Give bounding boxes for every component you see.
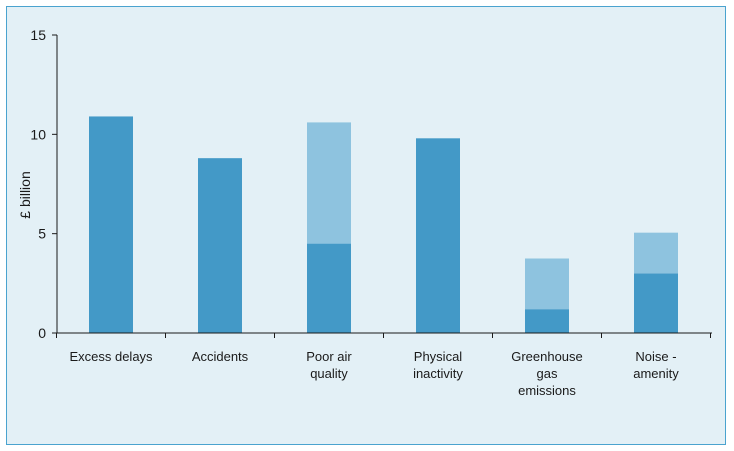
y-axis-title: £ billion xyxy=(17,171,33,218)
bar-1-segment-1 xyxy=(89,116,133,333)
x-category-label: Excess delays xyxy=(69,349,153,364)
x-category-label: Physical inactivity xyxy=(413,349,463,381)
x-category-label: Noise -amenity xyxy=(633,349,679,381)
x-category-label: Greenhouse gas emissions xyxy=(511,349,583,398)
x-category-label: Accidents xyxy=(192,349,249,364)
bar-6-segment-2 xyxy=(634,232,678,274)
y-tick-label: 5 xyxy=(38,226,46,242)
bar-4-segment-1 xyxy=(416,138,460,333)
bar-5-segment-2 xyxy=(525,258,569,310)
bar-6-segment-1 xyxy=(634,273,678,333)
y-tick-label: 15 xyxy=(30,27,46,43)
bar-5-segment-1 xyxy=(525,309,569,333)
y-tick-label: 10 xyxy=(30,126,46,142)
bar-2-segment-1 xyxy=(198,158,242,333)
x-category-label: Poor air quality xyxy=(306,349,352,381)
y-axis-label: £ billion xyxy=(17,171,33,218)
bar-3-segment-1 xyxy=(307,243,351,333)
bar-3-segment-2 xyxy=(307,122,351,244)
y-tick-label: 0 xyxy=(38,325,46,341)
